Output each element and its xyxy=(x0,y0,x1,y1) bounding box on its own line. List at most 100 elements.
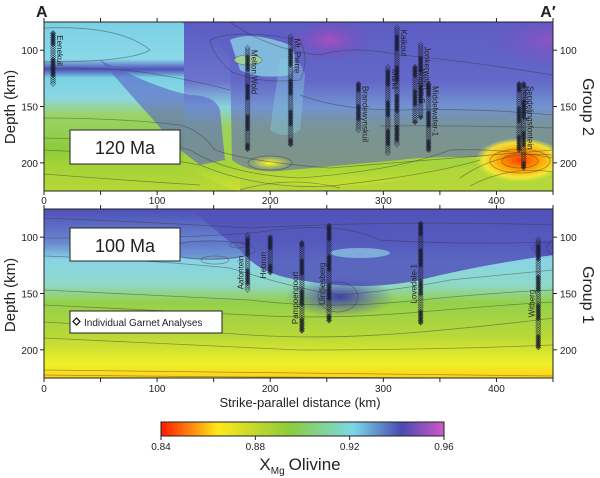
x-tick-label: 300 xyxy=(375,384,392,395)
garnet-point xyxy=(298,327,305,334)
panel-group1: Aafontein Hebron Pampoenpoort Uintjiesberg L… xyxy=(2,205,596,395)
garnet-point xyxy=(50,80,57,87)
group-label-group1: Group 1 xyxy=(579,266,596,324)
locality-label: Pampoenpoort xyxy=(291,271,300,324)
colorbar-title-x: X xyxy=(259,455,270,474)
x-tick-label: 400 xyxy=(488,384,505,395)
locality-column: Jonkerwater xyxy=(417,41,432,121)
y-tick-label: 200 xyxy=(21,346,38,357)
locality-column: Melton Wold xyxy=(244,44,259,153)
x-axis-bottom-panel-top xyxy=(43,205,554,209)
locality-column: Mt. Pierre xyxy=(287,33,302,148)
garnet-point xyxy=(244,286,251,293)
garnet-point xyxy=(287,141,294,148)
locality-column: Hebron xyxy=(259,234,274,278)
colorbar-tick-label: 0.84 xyxy=(151,442,171,453)
locality-label: Lovedale-1 xyxy=(410,263,419,303)
age-label-group2: 120 Ma xyxy=(95,138,156,158)
x-tick-label: 300 xyxy=(375,196,392,207)
legend: Individual Garnet Analyses xyxy=(69,310,223,334)
colorbar: 0.84 0.88 0.92 0.96 XMg Olivine xyxy=(151,421,454,477)
garnet-point xyxy=(520,164,527,171)
garnet-point xyxy=(417,319,424,326)
x-axis-top-panel: 0 100 200 300 400 xyxy=(41,18,554,207)
garnet-point xyxy=(417,114,424,121)
y-axis-label-group1: Depth (km) xyxy=(2,258,19,332)
garnet-point xyxy=(535,344,542,351)
locality-label: Sendelingsfontein xyxy=(526,86,535,150)
colorbar-ticks: 0.84 0.88 0.92 0.96 xyxy=(151,436,454,453)
x-axis-label: Strike-parallel distance (km) xyxy=(219,395,380,410)
locality-column: Middelwater-1 xyxy=(425,80,440,153)
y-tick-label: 150 xyxy=(21,290,38,301)
panel-group2: Eenekuil Melton Wold Mt. Pierre Brandewynsk… xyxy=(2,18,596,207)
heatmap-group1: Aafontein Hebron Pampoenpoort Uintjiesberg L… xyxy=(44,209,553,378)
heatmap-group2: Eenekuil Melton Wold Mt. Pierre Brandewynsk… xyxy=(44,22,553,191)
diamond-marker-icon xyxy=(72,317,81,326)
y-tick-label: 200 xyxy=(21,159,38,170)
colorbar-tick-label: 0.96 xyxy=(434,442,454,453)
age-label-box-group1: 100 Ma xyxy=(69,227,181,262)
x-axis-bottom-panel: 0 100 200 300 400 xyxy=(41,378,554,395)
locality-label: Middelwater-1 xyxy=(431,86,440,137)
garnet-point xyxy=(267,269,274,276)
y-tick-label-right: 200 xyxy=(560,346,577,357)
locality-column: Lovedale-1 xyxy=(410,220,424,326)
locality-label: Kaikout xyxy=(399,30,408,57)
garnet-point xyxy=(326,317,333,324)
y-tick-label-right: 150 xyxy=(560,290,577,301)
locality-label: Eenekuil xyxy=(55,35,64,66)
locality-column: Aafontein xyxy=(237,231,251,293)
y-tick-label: 150 xyxy=(21,103,38,114)
section-label-a: A xyxy=(36,4,48,21)
locality-column: Kaikout xyxy=(393,24,408,148)
y-axis-group2: 100 150 200 xyxy=(21,46,44,170)
y-tick-label: 100 xyxy=(21,233,38,244)
colorbar-title-olivine: Olivine xyxy=(289,455,341,474)
x-tick-label: 200 xyxy=(262,384,279,395)
garnet-point xyxy=(384,149,391,156)
locality-column: Markt xyxy=(384,64,399,156)
garnet-points-group2: Eenekuil Melton Wold Mt. Pierre Brandewynsk… xyxy=(50,24,535,171)
legend-label: Individual Garnet Analyses xyxy=(84,318,202,329)
y-axis-group1: 100 150 200 xyxy=(21,233,44,357)
garnet-points-group1: Aafontein Hebron Pampoenpoort Uintjiesberg L… xyxy=(237,220,542,351)
locality-label: Jonkerwater xyxy=(423,47,432,91)
locality-column: Uintjiesberg xyxy=(318,222,333,324)
locality-column: Eenekuil xyxy=(50,30,64,87)
x-tick-label: 0 xyxy=(41,196,47,207)
colorbar-tick-label: 0.92 xyxy=(340,442,360,453)
y-axis-right-group2: 100 150 200 xyxy=(553,46,577,170)
y-tick-label-right: 150 xyxy=(560,103,577,114)
locality-column: Brandewynskuil xyxy=(355,80,369,142)
garnet-point xyxy=(516,146,523,153)
locality-label: Uintjiesberg xyxy=(318,263,327,305)
age-label-group1: 100 Ma xyxy=(95,236,156,256)
locality-label: Witberg xyxy=(527,290,536,318)
garnet-point xyxy=(244,146,251,153)
x-tick-label: 100 xyxy=(149,384,166,395)
locality-label: Hebron xyxy=(259,252,268,278)
x-tick-label: 0 xyxy=(41,384,47,395)
x-tick-label: 200 xyxy=(262,196,279,207)
garnet-point xyxy=(355,127,362,134)
garnet-point xyxy=(412,119,418,126)
locality-column: Witberg xyxy=(527,236,542,351)
group-label-group2: Group 2 xyxy=(579,78,596,136)
colorbar-tick-label: 0.88 xyxy=(246,442,266,453)
garnet-point xyxy=(425,146,432,153)
x-tick-label: 400 xyxy=(488,196,505,207)
y-tick-label-right: 100 xyxy=(560,46,577,57)
y-tick-label: 100 xyxy=(21,46,38,57)
section-label-a-prime: A′ xyxy=(540,4,556,21)
y-axis-label-group2: Depth (km) xyxy=(2,70,19,144)
colorbar-title-subscript: Mg xyxy=(271,466,285,477)
colorbar-title: XMg Olivine xyxy=(259,455,340,477)
locality-label: Markt xyxy=(390,69,399,90)
age-label-box-group2: 120 Ma xyxy=(69,129,181,165)
locality-column: Sendelingsfontein xyxy=(520,80,535,171)
y-tick-label-right: 200 xyxy=(560,159,577,170)
y-tick-label-right: 100 xyxy=(560,233,577,244)
x-tick-label: 100 xyxy=(149,196,166,207)
